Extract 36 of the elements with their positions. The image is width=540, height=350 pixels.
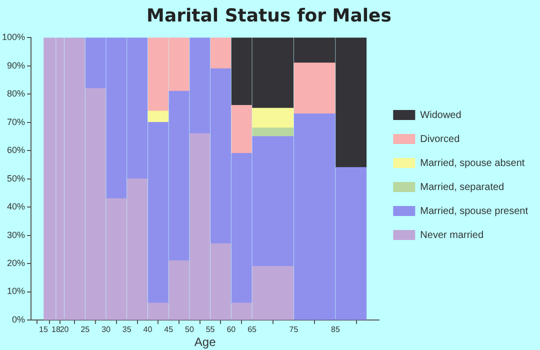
x-tick-label: 40: [143, 325, 153, 334]
y-tick-label: 40%: [7, 202, 26, 212]
x-tick-label: 65: [248, 325, 258, 334]
y-tick-label: 30%: [7, 230, 26, 240]
y-tick-label: 100%: [2, 32, 26, 42]
x-tick-label: 20: [60, 325, 70, 334]
legend-label: Married, spouse present: [420, 206, 528, 217]
x-tick-label: 85: [330, 325, 340, 334]
x-axis-title: Age: [194, 335, 216, 350]
x-tick-label: 75: [289, 325, 299, 334]
y-tick-label: 60%: [7, 145, 26, 156]
x-tick-label: 35: [122, 325, 132, 334]
legend-label: Never married: [420, 230, 484, 241]
x-tick-label: 55: [206, 325, 216, 334]
y-tick-label: 80%: [7, 88, 26, 99]
legend-label: Married, spouse absent: [420, 158, 525, 169]
y-tick-label: 70%: [7, 116, 26, 127]
bar: [210, 38, 231, 69]
y-tick-label: 50%: [7, 173, 26, 184]
legend-label: Married, separated: [420, 182, 504, 193]
y-tick-label: 10%: [7, 286, 26, 296]
x-tick-label: 15: [39, 325, 48, 334]
bar: [231, 105, 252, 154]
x-tick-label: 45: [164, 325, 174, 334]
chart-title: Marital Status for Males: [146, 5, 392, 26]
y-tick-label: 20%: [7, 258, 26, 268]
x-tick-label: 50: [184, 325, 194, 334]
x-tick-label: 25: [80, 325, 90, 334]
x-tick-label: 60: [226, 325, 236, 334]
legend-label: Widowed: [420, 110, 462, 121]
y-tick-label: 90%: [7, 60, 26, 70]
legend-label: Divorced: [420, 134, 460, 145]
bar: [252, 128, 294, 137]
y-tick-label: 0%: [12, 314, 26, 324]
x-tick-label: 30: [102, 325, 112, 334]
x-tick-label: 18: [52, 325, 61, 334]
